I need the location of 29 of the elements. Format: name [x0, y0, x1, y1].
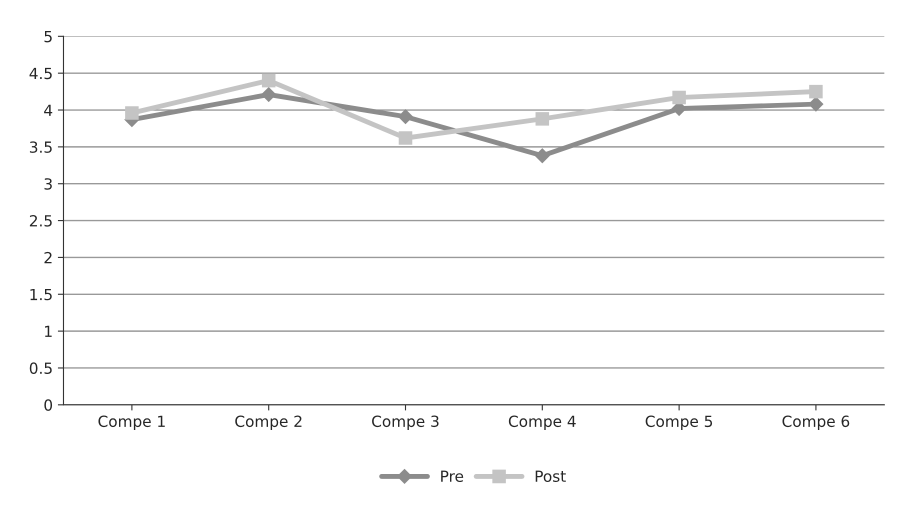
- point: [808, 96, 824, 112]
- x-tick-label: Compe 5: [646, 416, 712, 430]
- point: [398, 131, 412, 145]
- y-tick-label: 3: [44, 178, 52, 190]
- y-tick-label: 1.5: [30, 288, 52, 300]
- y-tick-label: 3.5: [30, 141, 52, 153]
- point: [261, 87, 276, 102]
- y-tick-label: 2.5: [30, 215, 52, 227]
- y-tick-label: 4.5: [30, 68, 52, 80]
- point: [534, 148, 550, 164]
- y-tick-label: 1: [45, 326, 52, 337]
- y-tick-label: 4: [44, 104, 52, 116]
- point: [672, 90, 686, 104]
- x-tick-label: Compe 1: [98, 416, 165, 430]
- x-tick-label: Compe 6: [782, 416, 850, 430]
- y-tick-label: 0.5: [30, 362, 52, 374]
- legend-label: Pre: [441, 470, 464, 482]
- x-tick-label: Compe 3: [372, 416, 439, 430]
- x-tick-label: Compe 2: [235, 416, 302, 430]
- x-tick-label: Compe 4: [508, 416, 576, 430]
- point: [262, 74, 276, 88]
- legend-label: Post: [536, 470, 566, 482]
- point: [398, 109, 413, 124]
- point: [536, 112, 550, 126]
- point: [809, 84, 823, 98]
- y-tick-label: 5: [44, 30, 52, 42]
- y-tick-label: 0: [44, 399, 52, 411]
- y-tick-label: 2: [44, 252, 52, 264]
- point: [125, 106, 139, 120]
